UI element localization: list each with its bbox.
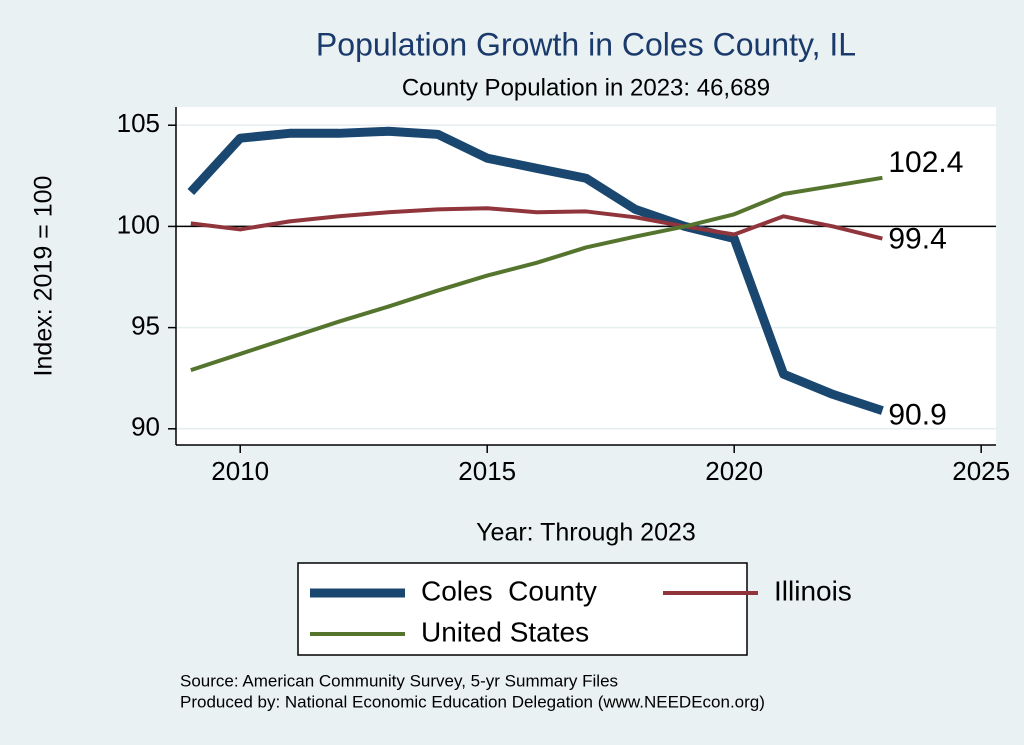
series-line [187, 126, 884, 415]
series-line [190, 175, 883, 373]
legend-label: Coles County [421, 575, 597, 606]
x-tick-label: 2010 [211, 456, 269, 486]
chart-title: Population Growth in Coles County, IL [316, 26, 856, 62]
x-tick-label: 2020 [705, 456, 763, 486]
y-tick-label: 90 [131, 412, 160, 442]
plot-area [176, 107, 996, 445]
y-tick-label: 95 [131, 310, 160, 340]
legend-label: United States [421, 616, 589, 647]
x-tick-label: 2025 [952, 456, 1010, 486]
y-tick-label: 105 [117, 108, 160, 138]
producer-note: Produced by: National Economic Education… [180, 692, 765, 711]
end-value-label: 102.4 [888, 146, 963, 179]
chart-subtitle: County Population in 2023: 46,689 [402, 74, 770, 101]
x-tick-label: 2015 [458, 456, 516, 486]
end-value-label: 90.9 [888, 399, 946, 432]
y-axis-title: Index: 2019 = 100 [30, 176, 58, 377]
legend-box [297, 562, 748, 656]
y-tick-label: 100 [117, 209, 160, 239]
series-line [190, 206, 883, 241]
end-value-label: 99.4 [888, 222, 946, 255]
legend-label: Illinois [774, 575, 852, 606]
x-axis-title: Year: Through 2023 [476, 519, 696, 547]
source-note: Source: American Community Survey, 5-yr … [180, 671, 618, 690]
